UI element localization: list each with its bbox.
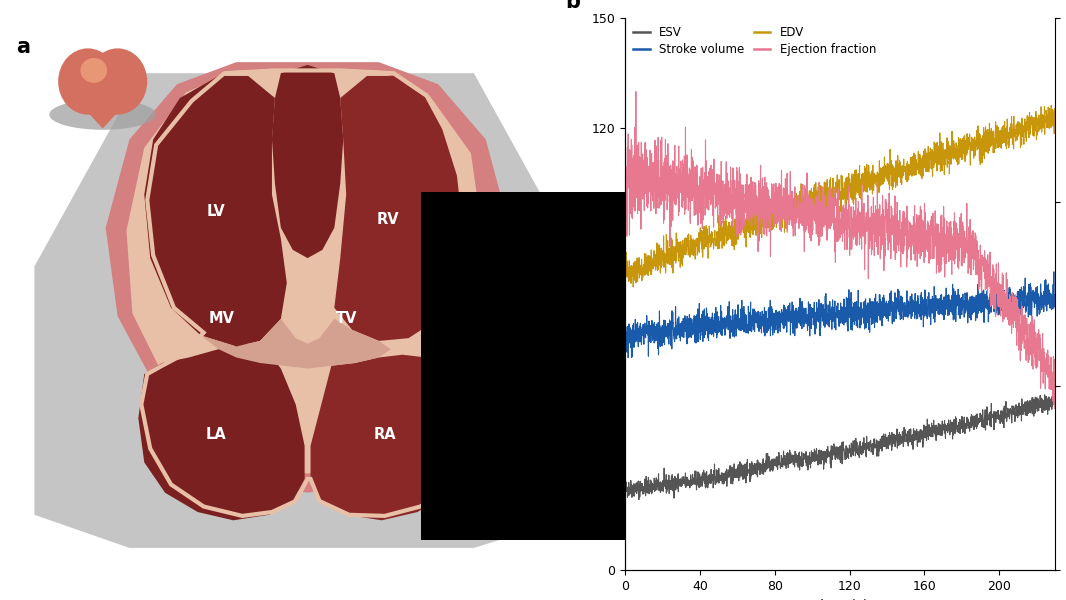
EDV <box>1045 102 1057 109</box>
Ellipse shape <box>49 100 156 130</box>
Ejection fraction <box>979 254 991 262</box>
ESV <box>850 439 862 446</box>
Text: RA: RA <box>373 427 397 442</box>
Polygon shape <box>139 344 305 520</box>
Ejection fraction <box>765 190 778 197</box>
ESV <box>979 406 991 413</box>
Text: b: b <box>565 0 580 13</box>
EDV <box>859 184 872 191</box>
Polygon shape <box>335 76 465 341</box>
Polygon shape <box>144 76 287 346</box>
EDV <box>765 209 778 217</box>
ESV <box>618 483 631 490</box>
Stroke volume <box>1048 268 1061 275</box>
EDV <box>850 170 862 177</box>
Polygon shape <box>127 70 483 473</box>
Text: a: a <box>17 37 31 58</box>
Stroke volume <box>850 311 862 319</box>
Legend: ESV, Stroke volume, EDV, Ejection fraction: ESV, Stroke volume, EDV, Ejection fracti… <box>629 22 881 61</box>
Stroke volume <box>859 313 872 320</box>
EDV <box>1049 104 1062 112</box>
ESV <box>1047 390 1060 397</box>
Ellipse shape <box>87 49 147 115</box>
Ellipse shape <box>80 58 108 83</box>
Polygon shape <box>200 319 391 368</box>
Stroke volume <box>621 354 634 361</box>
Polygon shape <box>64 87 142 128</box>
ESV <box>1049 404 1062 411</box>
EDV <box>979 148 991 155</box>
EDV <box>627 283 640 290</box>
Ejection fraction <box>629 88 642 95</box>
Ejection fraction <box>679 199 692 206</box>
Text: MV: MV <box>209 311 235 326</box>
Text: RV: RV <box>376 212 399 227</box>
Text: TV: TV <box>336 311 357 326</box>
Stroke volume <box>1049 305 1062 312</box>
Ellipse shape <box>59 49 117 115</box>
Line: Ejection fraction: Ejection fraction <box>625 92 1055 409</box>
Text: LV: LV <box>206 203 225 218</box>
ESV <box>859 452 872 459</box>
Y-axis label: Volume (ml): Volume (ml) <box>571 252 586 336</box>
Stroke volume <box>949 290 962 298</box>
Ejection fraction <box>1049 406 1062 413</box>
Line: ESV: ESV <box>625 394 1055 500</box>
Ejection fraction <box>618 119 631 127</box>
Ejection fraction <box>850 221 862 229</box>
ESV <box>679 476 692 483</box>
Ejection fraction <box>949 245 962 253</box>
Polygon shape <box>272 65 343 258</box>
Polygon shape <box>106 62 510 493</box>
Ejection fraction <box>859 214 872 221</box>
EDV <box>679 239 692 247</box>
Polygon shape <box>34 73 581 548</box>
Stroke volume <box>679 322 692 329</box>
Polygon shape <box>310 355 477 520</box>
Stroke volume <box>765 316 778 323</box>
Line: EDV: EDV <box>625 106 1055 287</box>
Text: LA: LA <box>205 427 226 442</box>
ESV <box>632 496 645 503</box>
Ejection fraction <box>1049 384 1062 391</box>
X-axis label: Time (s): Time (s) <box>812 598 869 600</box>
Line: Stroke volume: Stroke volume <box>625 272 1055 358</box>
ESV <box>765 455 778 463</box>
ESV <box>949 424 962 431</box>
Stroke volume <box>618 336 631 343</box>
EDV <box>618 264 631 271</box>
Stroke volume <box>979 290 991 298</box>
EDV <box>949 155 962 162</box>
